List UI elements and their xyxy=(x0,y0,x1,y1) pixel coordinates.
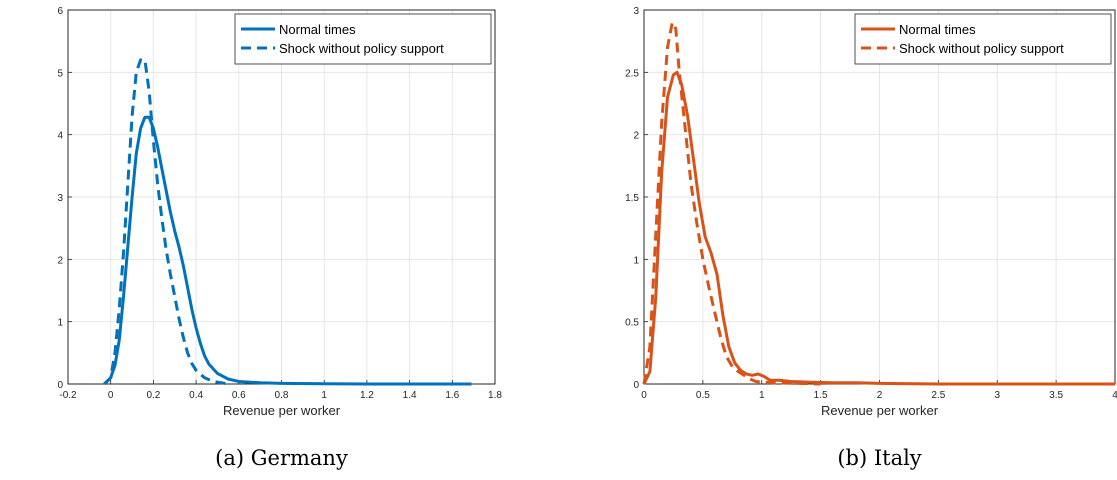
x-tick-label-germany: 1.6 xyxy=(445,390,459,401)
x-axis-label-italy: Revenue per worker xyxy=(821,403,939,418)
x-tick-label-italy: 1 xyxy=(759,390,765,401)
y-tick-label-italy: 3 xyxy=(633,6,639,17)
x-tick-label-germany: 1.8 xyxy=(488,390,502,401)
y-tick-label-italy: 1.5 xyxy=(625,193,639,204)
axis-ticks-italy: 0 0.5 1 1.5 2 2.5 3 3.5 4 0 0.5 1 1.5 2 2.5 3 xyxy=(625,6,1117,401)
x-tick-label-italy: 2 xyxy=(877,390,883,401)
series-group-italy xyxy=(642,21,1115,386)
legend-label-normal-times: Normal times xyxy=(279,22,356,37)
x-tick-label-germany: 0.4 xyxy=(189,390,203,401)
legend-label-shock: Shock without policy support xyxy=(899,41,1064,56)
x-tick-label-italy: 2.5 xyxy=(931,390,945,401)
x-tick-label-germany: 0.8 xyxy=(275,390,289,401)
x-tick-label-italy: 4 xyxy=(1112,390,1117,401)
y-tick-label-italy: 0 xyxy=(633,380,639,391)
y-tick-label-germany: 4 xyxy=(57,131,63,142)
legend-label-normal-times: Normal times xyxy=(899,22,976,37)
caption-italy: (b) Italy xyxy=(837,446,921,470)
series-line-shock-italy xyxy=(642,21,821,386)
legend-label-shock: Shock without policy support xyxy=(279,41,444,56)
x-tick-label-germany: 1 xyxy=(321,390,327,401)
y-tick-label-germany: 1 xyxy=(57,318,63,329)
caption-germany: (a) Germany xyxy=(215,446,348,470)
x-tick-label-germany: 0 xyxy=(108,390,114,401)
y-tick-label-italy: 2.5 xyxy=(625,68,639,79)
x-tick-label-italy: 0 xyxy=(641,390,647,401)
x-tick-label-germany: 1.4 xyxy=(403,390,417,401)
y-tick-label-germany: 0 xyxy=(57,380,63,391)
x-tick-label-germany: -0.2 xyxy=(59,390,77,401)
x-tick-label-italy: 3 xyxy=(994,390,1000,401)
grid-italy xyxy=(643,9,1116,385)
series-line-normal-times-italy xyxy=(642,70,1115,386)
y-tick-label-italy: 1 xyxy=(633,255,639,266)
legend-germany: Normal times Shock without policy suppor… xyxy=(234,13,492,65)
chart-italy: 0 0.5 1 1.5 2 2.5 3 3.5 4 0 0.5 1 1.5 2 2.5 3 Revenue p… xyxy=(625,6,1117,470)
series-group-germany xyxy=(103,58,472,386)
y-tick-label-germany: 5 xyxy=(57,68,63,79)
series-line-shock-germany xyxy=(103,58,229,386)
x-tick-label-italy: 1.5 xyxy=(814,390,828,401)
legend-box-italy xyxy=(854,13,1112,65)
y-tick-label-germany: 6 xyxy=(57,6,63,17)
y-tick-label-italy: 0.5 xyxy=(625,318,639,329)
series-line-normal-times-germany xyxy=(103,115,472,386)
y-tick-label-italy: 2 xyxy=(633,131,639,142)
y-tick-label-germany: 3 xyxy=(57,193,63,204)
x-axis-label-germany: Revenue per worker xyxy=(223,403,341,418)
x-tick-label-germany: 0.2 xyxy=(146,390,160,401)
x-tick-label-germany: 1.2 xyxy=(360,390,374,401)
legend-italy: Normal times Shock without policy suppor… xyxy=(854,13,1112,65)
legend-box-germany xyxy=(234,13,492,65)
y-tick-label-germany: 2 xyxy=(57,255,63,266)
x-tick-label-germany: 0.6 xyxy=(232,390,246,401)
x-tick-label-italy: 0.5 xyxy=(696,390,710,401)
x-tick-label-italy: 3.5 xyxy=(1049,390,1063,401)
